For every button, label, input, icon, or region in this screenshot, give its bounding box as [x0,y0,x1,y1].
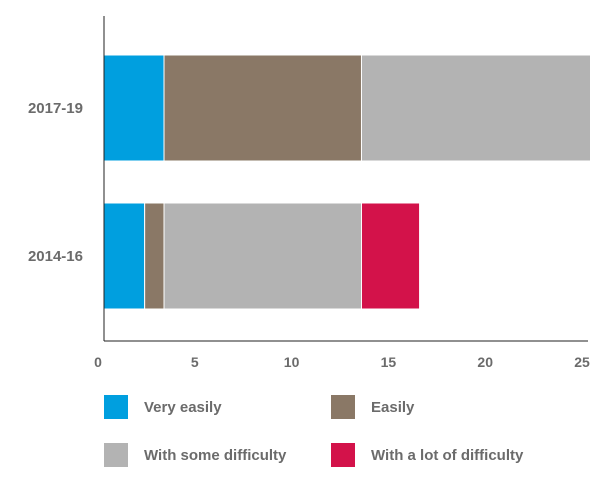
x-tick-labels: 0 5 10 15 20 25 [94,354,590,370]
x-tick-label: 15 [381,354,397,370]
x-tick-label: 10 [284,354,300,370]
x-tick-label: 0 [94,354,102,370]
bar-segment-2017-19-very-easily [103,54,165,162]
legend-item: With some difficulty [104,443,286,467]
legend-item: With a lot of difficulty [331,443,523,467]
legend-swatch [331,443,355,467]
bar-segment-2014-16-with-some-difficulty [163,202,362,310]
x-tick-label: 5 [191,354,199,370]
legend-swatch [104,443,128,467]
legend-swatch [331,395,355,419]
bars-layer [103,54,590,310]
bar-segment-2017-19-easily [163,54,362,162]
legend-swatch [104,395,128,419]
legend-label: Very easily [144,398,222,416]
legend-label: With some difficulty [144,446,287,464]
x-tick-label: 20 [477,354,493,370]
bar-segment-2014-16-with-a-lot-of-difficulty [360,202,421,310]
category-label: 2017-19 [28,100,83,117]
legend-item: Very easily [104,395,222,419]
bar-segment-2014-16-easily [144,202,165,310]
legend-item: Easily [331,395,414,419]
category-labels: 2017-19 2014-16 [28,100,83,265]
x-tick-label: 25 [574,354,590,370]
bar-segment-2017-19-with-some-difficulty [360,54,590,162]
legend-label: Easily [371,398,415,416]
bar-segment-2014-16-very-easily [103,202,146,310]
category-label: 2014-16 [28,248,83,265]
legend-label: With a lot of difficulty [371,446,524,464]
